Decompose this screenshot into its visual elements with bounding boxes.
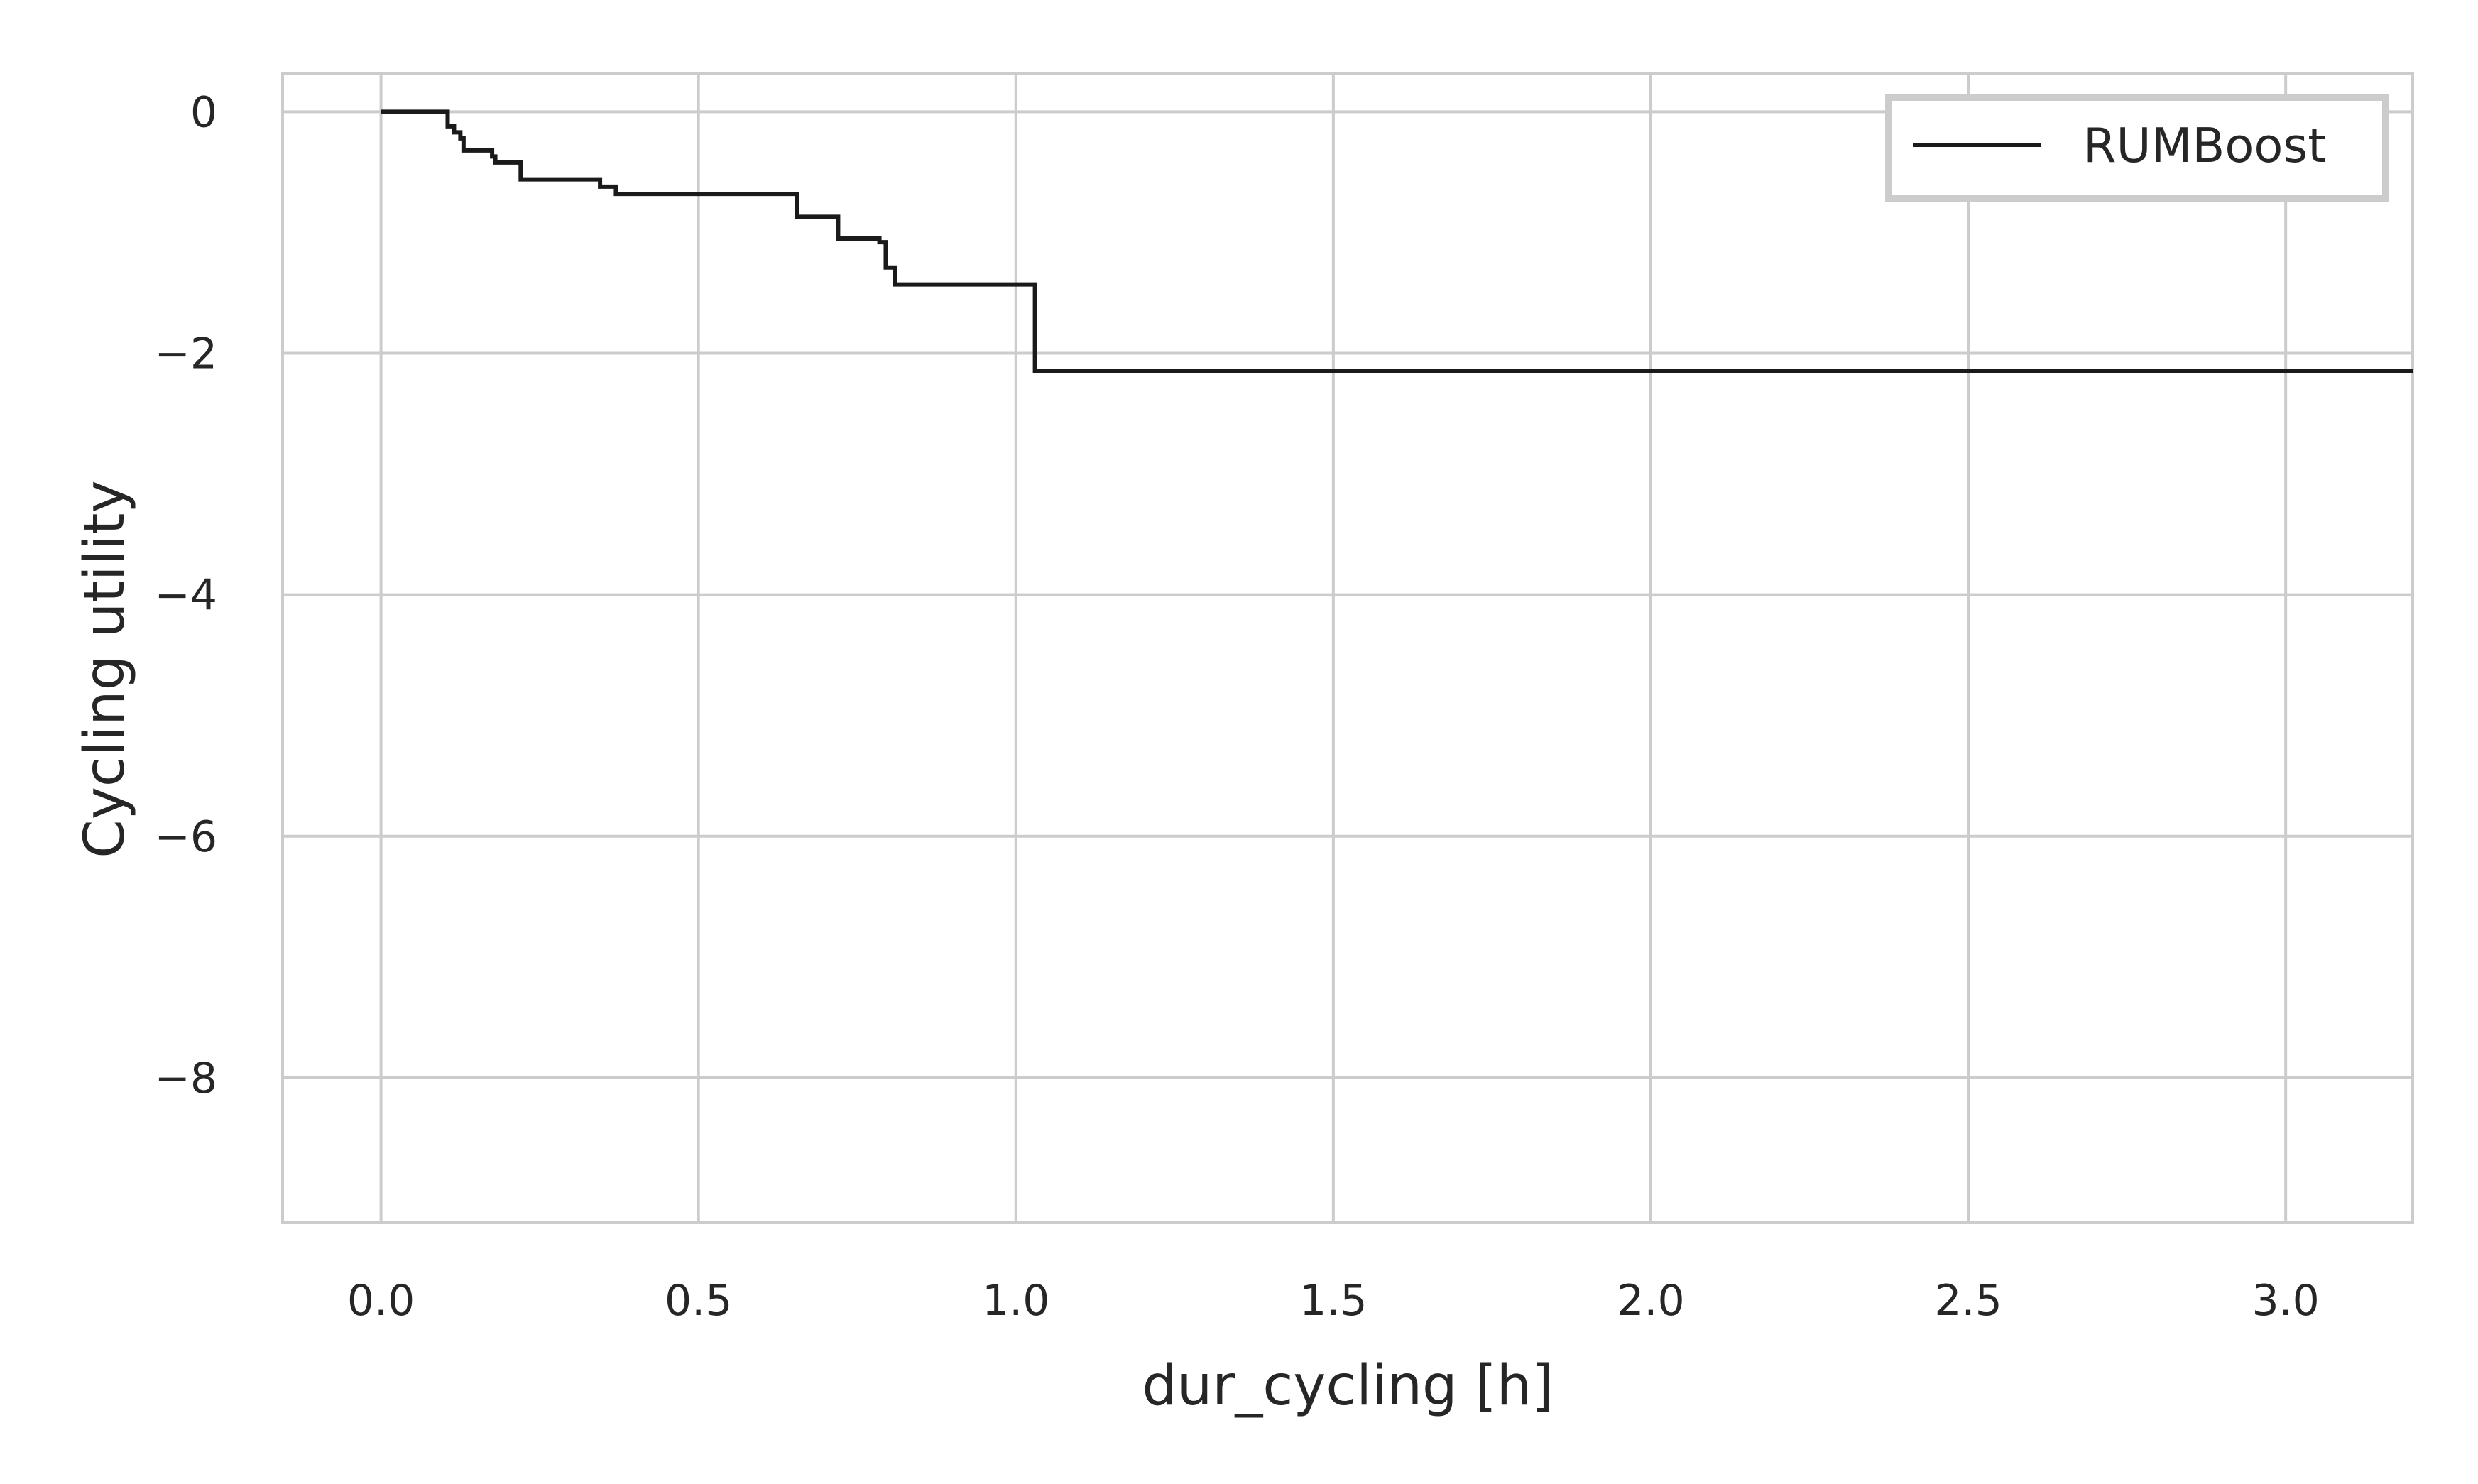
x-tick-label: 1.5 bbox=[1299, 1276, 1367, 1326]
y-tick-labels: 0 −2 −4 −6 −8 bbox=[155, 87, 217, 1103]
x-tick-label: 0.5 bbox=[665, 1276, 732, 1326]
x-tick-label: 3.0 bbox=[2252, 1276, 2319, 1326]
x-tick-label: 0.0 bbox=[347, 1276, 415, 1326]
y-tick-label: 0 bbox=[190, 87, 217, 137]
x-tick-label: 2.5 bbox=[1934, 1276, 2002, 1326]
plot-frame bbox=[281, 72, 2414, 1224]
series-line-rumboost bbox=[381, 109, 2413, 374]
x-axis-label: dur_cycling [h] bbox=[1142, 1354, 1553, 1418]
y-tick-label: −8 bbox=[155, 1054, 217, 1103]
y-tick-label: −2 bbox=[155, 329, 217, 379]
y-tick-label: −6 bbox=[155, 812, 217, 862]
y-axis-label: Cycling utility bbox=[73, 480, 137, 858]
series-layer bbox=[381, 109, 2413, 374]
x-tick-label: 1.0 bbox=[982, 1276, 1049, 1326]
legend-label-rumboost: RUMBoost bbox=[2083, 118, 2327, 173]
legend: RUMBoost bbox=[1885, 94, 2389, 202]
x-tick-label: 2.0 bbox=[1617, 1276, 1684, 1326]
legend-box bbox=[1885, 94, 2389, 202]
x-gridlines bbox=[379, 73, 2288, 1223]
x-tick-labels: 0.0 0.5 1.0 1.5 2.0 2.5 3.0 bbox=[347, 1276, 2320, 1326]
y-gridlines bbox=[283, 110, 2413, 1079]
y-tick-label: −4 bbox=[155, 571, 217, 621]
